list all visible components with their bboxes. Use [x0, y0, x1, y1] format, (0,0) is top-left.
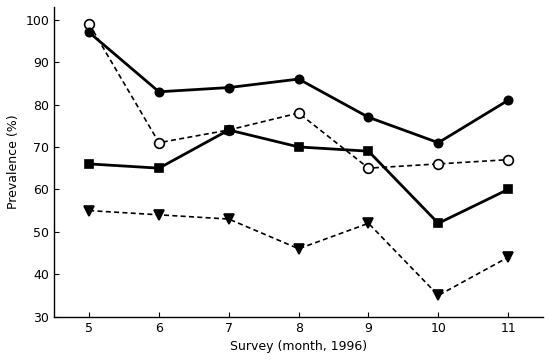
Y-axis label: Prevalence (%): Prevalence (%): [7, 114, 20, 209]
X-axis label: Survey (month, 1996): Survey (month, 1996): [230, 340, 367, 353]
